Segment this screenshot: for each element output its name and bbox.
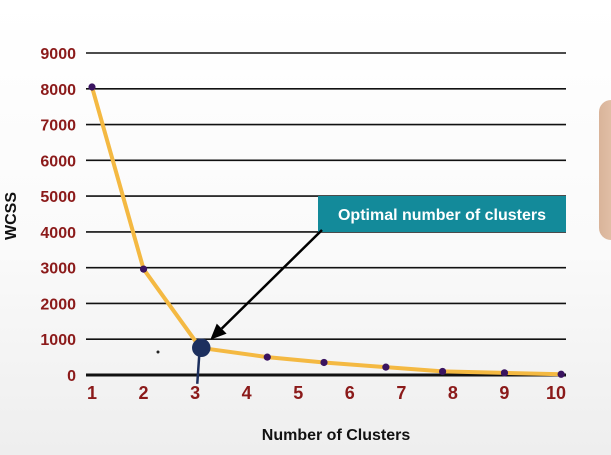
x-tick-label: 8 <box>448 383 458 403</box>
x-tick-label: 9 <box>499 383 509 403</box>
presenter-hand-edge <box>599 100 611 240</box>
data-point <box>263 353 271 361</box>
x-tick-label: 3 <box>190 383 200 403</box>
x-tick-label: 4 <box>242 383 252 403</box>
data-point <box>139 265 148 273</box>
data-point <box>438 367 447 376</box>
y-tick-label: 6000 <box>40 153 76 170</box>
annotation-text: Optimal number of clusters <box>338 207 546 224</box>
y-tick-label: 2000 <box>40 296 76 313</box>
annotation-arrow-head <box>210 323 227 340</box>
data-point <box>88 83 96 91</box>
y-tick-label: 1000 <box>40 332 76 349</box>
data-point <box>320 358 328 367</box>
data-point <box>382 363 390 371</box>
y-tick-label: 0 <box>67 368 76 385</box>
y-tick-labels: 0 1000 2000 3000 4000 5000 6000 7000 8000 9000 <box>40 46 76 385</box>
x-axis-title: Number of Clusters <box>262 427 411 444</box>
x-tick-label: 1 <box>87 383 97 403</box>
x-tick-label: 5 <box>293 383 303 403</box>
x-tick-label: 6 <box>345 383 355 403</box>
y-tick-label: 5000 <box>40 189 76 206</box>
stray-dot <box>156 350 160 354</box>
y-tick-label: 9000 <box>40 46 76 63</box>
y-tick-label: 8000 <box>40 82 76 99</box>
annotation-box <box>318 196 566 232</box>
y-tick-label: 7000 <box>40 118 76 135</box>
y-tick-label: 4000 <box>40 225 76 242</box>
data-point-markers <box>88 83 565 378</box>
data-point <box>557 370 565 378</box>
elbow-point-marker <box>192 338 211 384</box>
y-tick-label: 3000 <box>40 261 76 278</box>
annotation-arrow <box>220 229 323 330</box>
x-tick-label: 2 <box>139 383 149 403</box>
data-point <box>500 369 509 377</box>
x-tick-labels: 1 2 3 4 5 6 7 8 9 10 <box>87 383 566 403</box>
y-axis-title: WCSS <box>3 192 20 240</box>
x-tick-label: 7 <box>396 383 406 403</box>
x-tick-label: 10 <box>546 383 566 403</box>
